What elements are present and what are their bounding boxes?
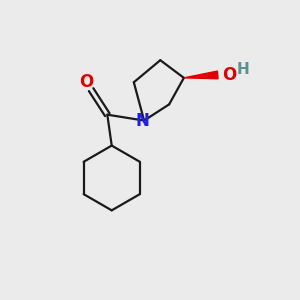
Text: H: H xyxy=(237,61,250,76)
Text: O: O xyxy=(79,73,93,91)
Text: O: O xyxy=(222,66,236,84)
Polygon shape xyxy=(184,71,218,79)
Text: N: N xyxy=(136,112,150,130)
